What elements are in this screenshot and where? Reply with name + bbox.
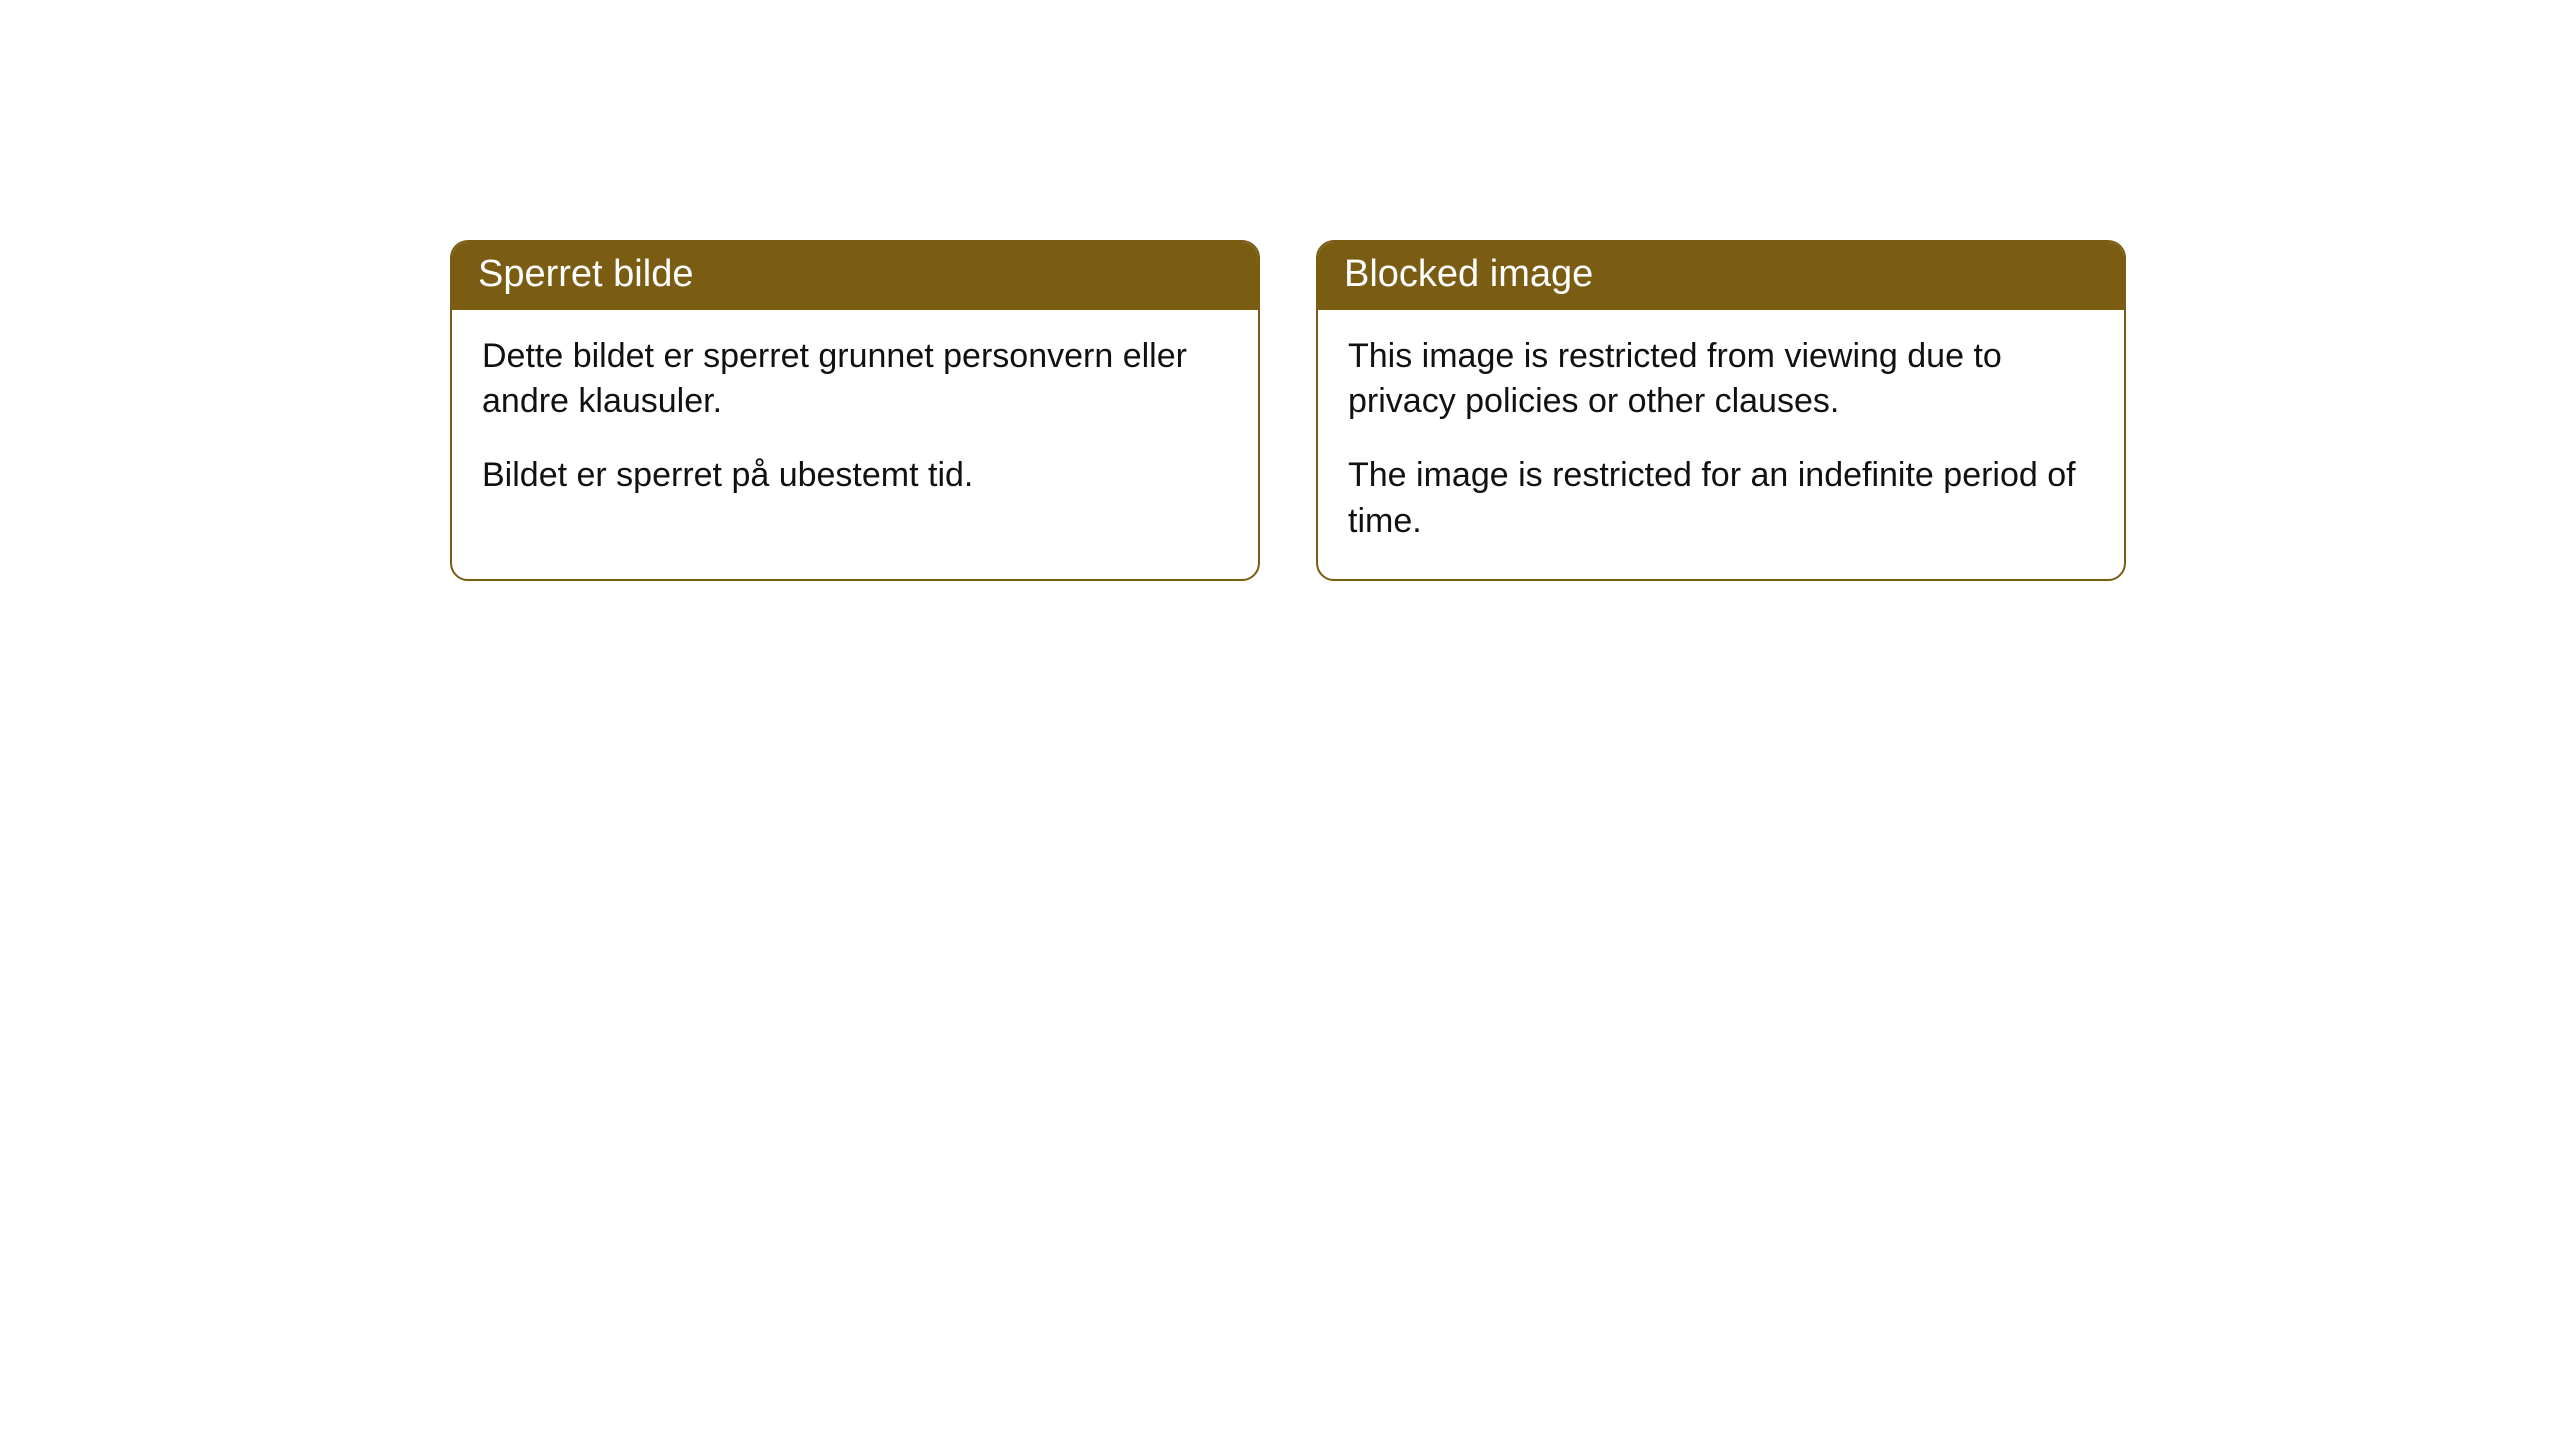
card-body-text-1: Dette bildet er sperret grunnet personve… [482,334,1228,426]
blocked-image-card-norwegian: Sperret bilde Dette bildet er sperret gr… [450,240,1260,581]
card-header: Blocked image [1318,242,2124,310]
card-body-text-2: Bildet er sperret på ubestemt tid. [482,453,1228,499]
card-body: This image is restricted from viewing du… [1318,310,2124,580]
blocked-image-card-english: Blocked image This image is restricted f… [1316,240,2126,581]
card-title: Blocked image [1344,253,1593,295]
card-header: Sperret bilde [452,242,1258,310]
card-body: Dette bildet er sperret grunnet personve… [452,310,1258,534]
card-title: Sperret bilde [478,253,693,295]
cards-container: Sperret bilde Dette bildet er sperret gr… [450,240,2126,581]
card-body-text-2: The image is restricted for an indefinit… [1348,453,2094,545]
card-body-text-1: This image is restricted from viewing du… [1348,334,2094,426]
